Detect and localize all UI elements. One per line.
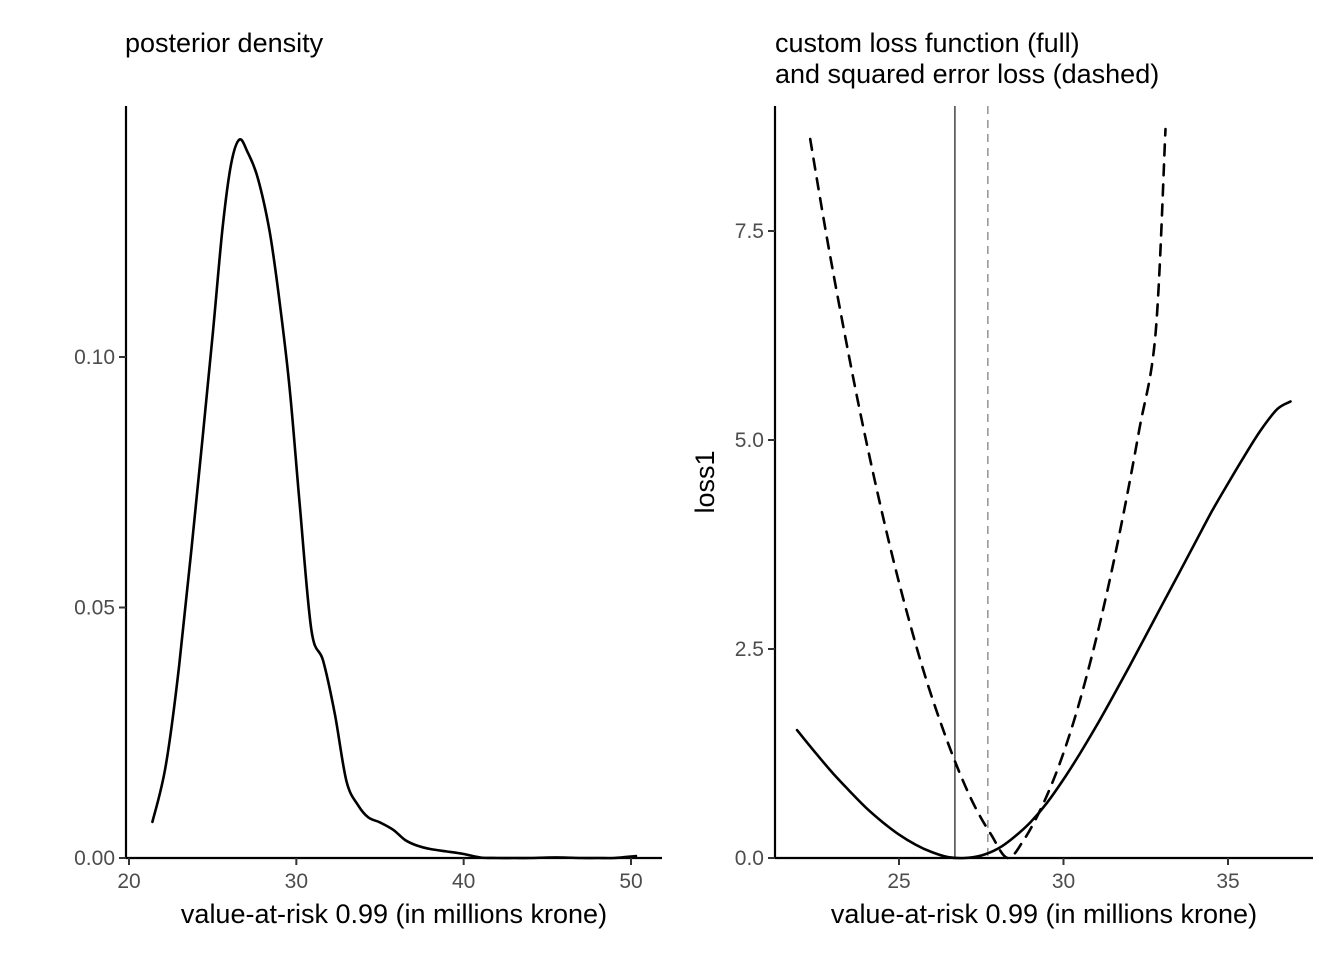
- panel-subtitle: and squared error loss (dashed): [775, 59, 1159, 89]
- y-tick-label: 0.0: [735, 847, 764, 870]
- density-curve: [151, 138, 638, 860]
- squared-error-loss-curve: [808, 127, 1167, 860]
- axis-ticks: 20 30 40 50 0.00 0.05 0.10: [74, 346, 643, 893]
- y-tick-label: 0.00: [74, 847, 115, 870]
- x-tick-label: 50: [619, 870, 642, 893]
- x-tick-label: 30: [1052, 870, 1075, 893]
- panel-title: custom loss function (full): [775, 28, 1080, 58]
- y-tick-label: 2.5: [735, 638, 764, 661]
- x-tick-label: 20: [117, 870, 140, 893]
- x-tick-label: 35: [1216, 870, 1239, 893]
- y-tick-label: 0.10: [74, 346, 115, 369]
- x-axis-title: value-at-risk 0.99 (in millions krone): [181, 899, 607, 929]
- x-axis-title: value-at-risk 0.99 (in millions krone): [831, 899, 1257, 929]
- x-tick-label: 30: [285, 870, 308, 893]
- series-marks: [151, 138, 638, 860]
- panel-title: posterior density: [125, 28, 324, 58]
- y-tick-label: 0.05: [74, 597, 115, 620]
- posterior-density-panel: posterior density 20 30 40 50 0.00 0.05 0.10 v…: [74, 28, 662, 929]
- loss-function-panel: custom loss function (full) and squared …: [690, 28, 1313, 929]
- y-tick-label: 7.5: [735, 220, 764, 243]
- y-axis-title: loss1: [690, 450, 720, 513]
- custom-loss-curve: [795, 400, 1292, 860]
- axis-ticks: 25 30 35 0.0 2.5 5.0 7.5: [735, 220, 1240, 893]
- x-tick-label: 40: [452, 870, 475, 893]
- series-marks: [795, 127, 1292, 860]
- reference-lines: [954, 106, 989, 858]
- y-tick-label: 5.0: [735, 429, 764, 452]
- x-tick-label: 25: [887, 870, 910, 893]
